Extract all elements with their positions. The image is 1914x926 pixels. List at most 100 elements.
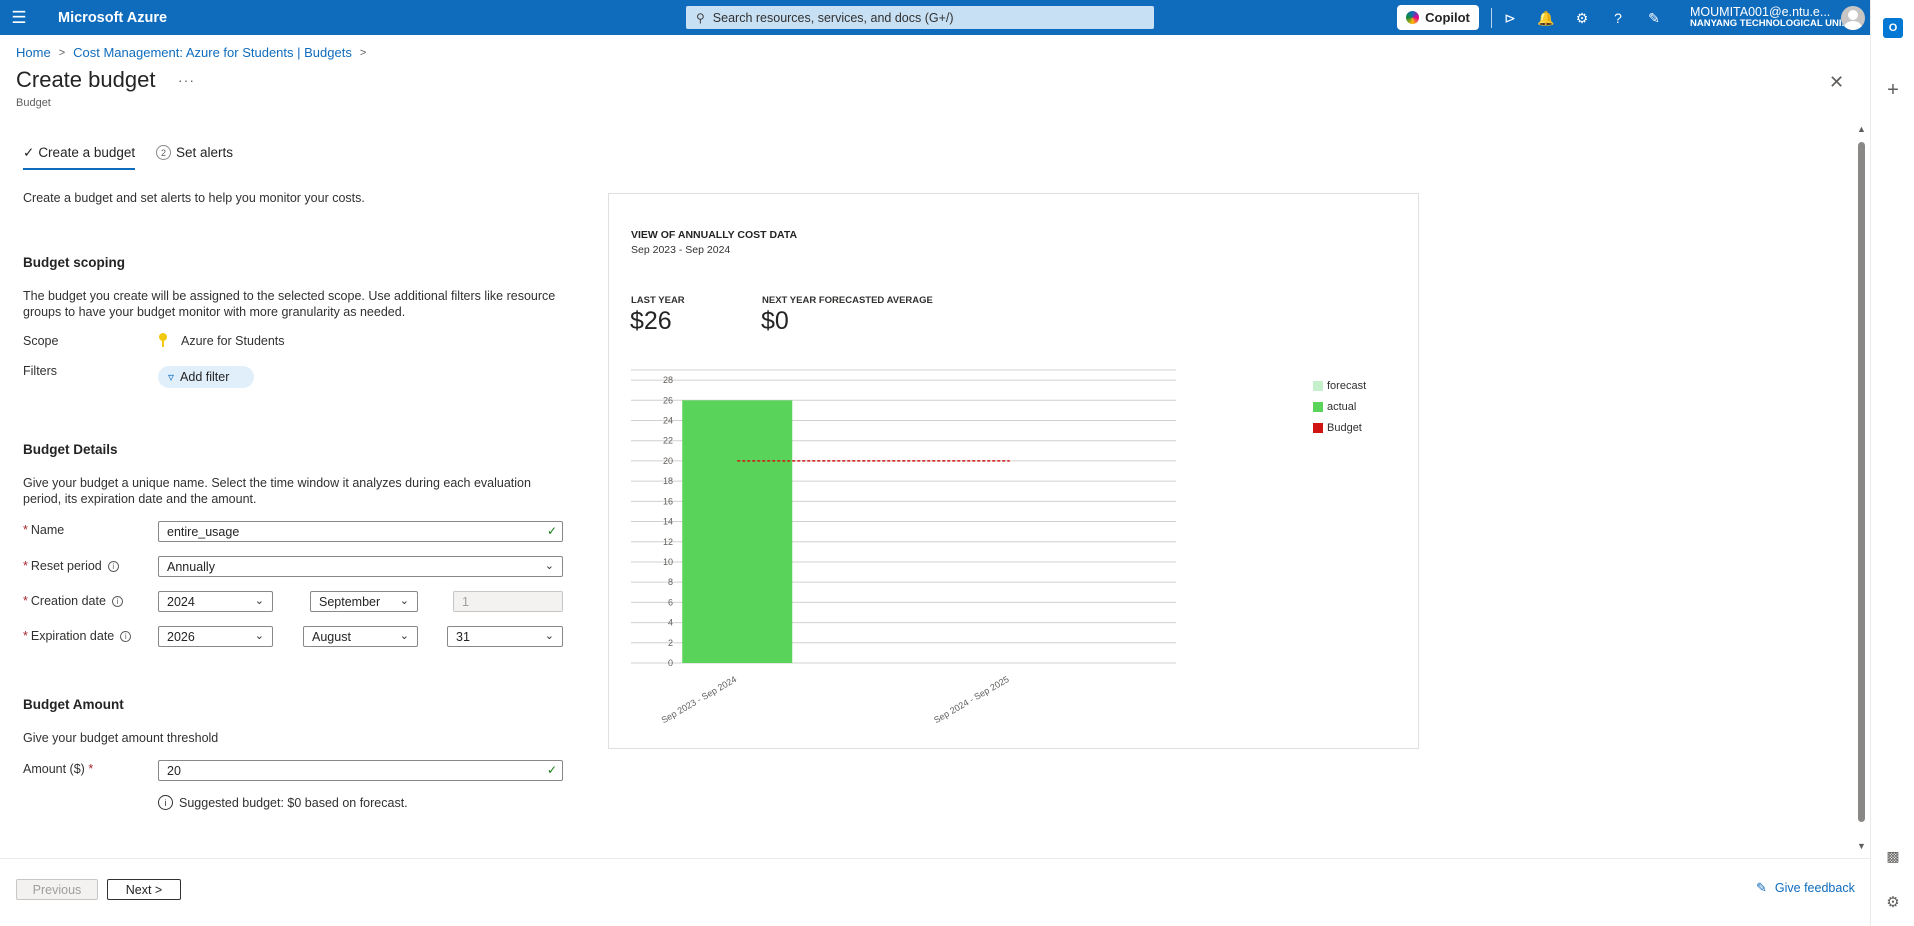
- chevron-down-icon: ⌄: [399, 630, 409, 642]
- info-icon: i: [158, 795, 173, 810]
- breadcrumb-budgets[interactable]: Cost Management: Azure for Students | Bu…: [73, 45, 352, 60]
- more-options-icon[interactable]: ···: [178, 72, 195, 88]
- forecast-label: NEXT YEAR FORECASTED AVERAGE: [762, 295, 933, 306]
- add-icon[interactable]: +: [1887, 79, 1899, 101]
- tab-create-budget[interactable]: ✓ Create a budget: [23, 145, 136, 170]
- scope-value[interactable]: Azure for Students: [181, 334, 285, 348]
- legend-item-actual: actual: [1313, 400, 1366, 414]
- copilot-label: Copilot: [1425, 10, 1470, 25]
- breadcrumb-home[interactable]: Home: [16, 45, 51, 60]
- legend-label: Budget: [1327, 422, 1362, 434]
- hamburger-menu-icon[interactable]: ☰: [11, 7, 27, 27]
- breadcrumb: Home > Cost Management: Azure for Studen…: [16, 45, 374, 60]
- required-asterisk: *: [23, 629, 28, 643]
- feedback-icon[interactable]: ✎: [1648, 9, 1660, 26]
- expiration-month-select[interactable]: August ⌄: [303, 626, 418, 647]
- name-input[interactable]: entire_usage ✓: [158, 521, 563, 542]
- y-tick-label: 12: [663, 537, 673, 547]
- expiration-date-label: * Expiration date i: [23, 629, 132, 643]
- notifications-bell-icon[interactable]: 🔔: [1537, 9, 1555, 26]
- valid-check-icon: ✓: [546, 763, 557, 777]
- vertical-scrollbar[interactable]: ▲ ▼: [1855, 124, 1867, 854]
- tab-label: Set alerts: [176, 145, 234, 160]
- page-subtitle: Budget: [16, 97, 51, 109]
- creation-month-select[interactable]: September ⌄: [310, 591, 418, 612]
- cost-chart-card: VIEW OF ANNUALLY COST DATA Sep 2023 - Se…: [608, 193, 1419, 749]
- name-label: * Name: [23, 523, 65, 537]
- valid-check-icon: ✓: [546, 524, 557, 538]
- close-icon[interactable]: ✕: [1829, 72, 1845, 92]
- scoping-description: The budget you create will be assigned t…: [23, 289, 556, 319]
- scroll-down-icon[interactable]: ▼: [1857, 841, 1866, 851]
- y-tick-label: 14: [663, 517, 673, 527]
- required-asterisk: *: [23, 594, 28, 608]
- add-filter-button[interactable]: ▿ Add filter: [158, 366, 254, 388]
- scope-label: Scope: [23, 334, 59, 348]
- tab-set-alerts[interactable]: 2 Set alerts: [156, 145, 233, 160]
- x-tick-label: Sep 2024 - Sep 2025: [932, 674, 1011, 725]
- add-filter-icon: ▿: [168, 370, 175, 384]
- previous-button: Previous: [16, 879, 98, 900]
- legend-swatch: [1313, 381, 1323, 391]
- creation-day-value: 1: [462, 594, 469, 609]
- cloud-shell-icon[interactable]: ⊳: [1504, 9, 1516, 26]
- scroll-up-icon[interactable]: ▲: [1857, 124, 1866, 134]
- scrollbar-thumb[interactable]: [1858, 142, 1865, 822]
- name-value: entire_usage: [167, 524, 240, 539]
- info-icon[interactable]: i: [111, 596, 123, 607]
- actual-bar: [682, 400, 793, 663]
- chart-title: VIEW OF ANNUALLY COST DATA: [631, 229, 798, 241]
- y-tick-label: 4: [668, 618, 673, 628]
- global-search-input[interactable]: ⚲ Search resources, services, and docs (…: [686, 6, 1154, 29]
- account-info[interactable]: MOUMITA001@e.ntu.e... NANYANG TECHNOLOGI…: [1690, 6, 1849, 30]
- give-feedback-link[interactable]: ✎ Give feedback: [1756, 880, 1855, 896]
- amount-input[interactable]: 20 ✓: [158, 760, 563, 781]
- account-org: NANYANG TECHNOLOGICAL UNI...: [1690, 18, 1850, 29]
- filters-label: Filters: [23, 364, 58, 378]
- y-tick-label: 18: [663, 476, 673, 486]
- next-button[interactable]: Next >: [107, 879, 181, 900]
- copilot-button[interactable]: Copilot: [1397, 5, 1479, 30]
- footer-divider: [0, 858, 1870, 859]
- y-tick-label: 16: [663, 496, 673, 506]
- creation-year-select[interactable]: 2024 ⌄: [158, 591, 273, 612]
- expiration-day-value: 31: [456, 629, 470, 644]
- avatar[interactable]: [1841, 6, 1865, 30]
- settings-icon[interactable]: ⚙: [1886, 894, 1900, 911]
- legend-swatch: [1313, 423, 1323, 433]
- chevron-down-icon: ⌄: [544, 560, 554, 572]
- outlook-icon[interactable]: O: [1883, 18, 1903, 38]
- expiration-year-select[interactable]: 2026 ⌄: [158, 626, 273, 647]
- help-icon[interactable]: ?: [1614, 10, 1622, 26]
- settings-gear-icon[interactable]: ⚙: [1575, 9, 1589, 26]
- info-icon[interactable]: i: [120, 631, 132, 642]
- account-user: MOUMITA001@e.ntu.e...: [1690, 5, 1831, 19]
- y-tick-label: 26: [663, 395, 673, 405]
- screenshot-icon[interactable]: ▩: [1886, 848, 1900, 864]
- reset-period-select[interactable]: Annually ⌄: [158, 556, 563, 577]
- suggested-budget: i Suggested budget: $0 based on forecast…: [158, 795, 408, 810]
- chevron-down-icon: ⌄: [399, 595, 409, 607]
- x-tick-label: Sep 2023 - Sep 2024: [660, 674, 739, 725]
- info-icon[interactable]: i: [107, 561, 119, 572]
- search-icon: ⚲: [696, 10, 705, 25]
- creation-day-input: 1: [453, 591, 563, 612]
- copilot-logo-icon: [1406, 11, 1420, 24]
- y-tick-label: 22: [663, 436, 673, 446]
- chart-range: Sep 2023 - Sep 2024: [631, 244, 731, 256]
- expiration-day-select[interactable]: 31 ⌄: [447, 626, 563, 647]
- legend-item-budget: Budget: [1313, 421, 1366, 435]
- reset-period-value: Annually: [167, 559, 215, 574]
- search-placeholder: Search resources, services, and docs (G+…: [712, 10, 954, 25]
- required-asterisk: *: [23, 523, 28, 537]
- azure-brand[interactable]: Microsoft Azure: [58, 9, 168, 26]
- page-title: Create budget: [16, 67, 156, 92]
- forecast-value: $0: [761, 307, 789, 335]
- checkmark-icon: ✓: [23, 145, 35, 160]
- toolbar-divider: [1491, 8, 1492, 28]
- y-tick-label: 2: [668, 638, 673, 648]
- chevron-down-icon: ⌄: [254, 630, 264, 642]
- legend-label: actual: [1327, 401, 1357, 413]
- give-feedback-label: Give feedback: [1774, 881, 1855, 895]
